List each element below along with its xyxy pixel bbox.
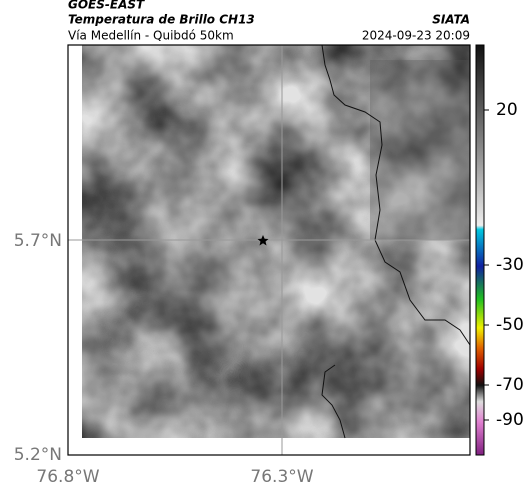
colorbar-label: -30 — [496, 255, 524, 275]
y-label: 5.2°N — [14, 445, 62, 465]
colorbar-label: 20 — [496, 100, 518, 120]
y-label: 5.7°N — [14, 231, 62, 251]
x-label: 76.8°W — [36, 467, 99, 487]
source: GOES-EAST — [68, 0, 145, 12]
timestamp: 2024-09-23 20:09 — [362, 29, 470, 43]
title: Temperatura de Brillo CH13 — [68, 13, 255, 27]
map-frame — [67, 44, 471, 456]
colorbar-scale — [475, 44, 485, 456]
cloud-shade — [370, 60, 470, 240]
subtitle: Vía Medellín - Quibdó 50km — [68, 29, 234, 43]
colorbar-label: -90 — [496, 410, 524, 430]
colorbar-label: -50 — [496, 315, 524, 335]
boundary — [321, 44, 471, 439]
brand: SIATA — [432, 13, 470, 27]
cloud-texture — [82, 45, 470, 438]
colorbar-label: -70 — [496, 375, 524, 395]
colorbar — [475, 44, 485, 456]
location-star — [257, 235, 269, 246]
map — [67, 44, 471, 456]
x-label: 76.3°W — [250, 467, 313, 487]
